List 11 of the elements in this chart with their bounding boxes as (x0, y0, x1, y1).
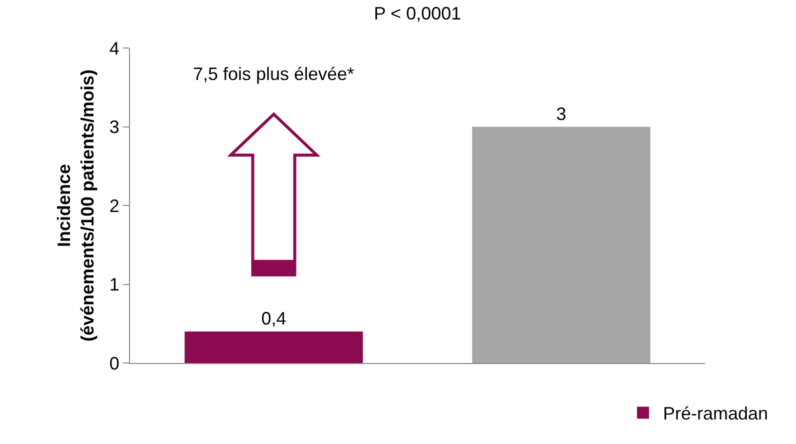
y-tick-label: 1 (109, 274, 120, 295)
data-label: 0,4 (261, 308, 286, 328)
y-tick-label: 3 (109, 117, 120, 138)
annotation: 7,5 fois plus élevée* (193, 64, 354, 84)
y-axis-title: Incidence (événements/100 patients/mois) (54, 69, 98, 342)
legend-label: Pré-ramadan (663, 404, 768, 424)
chart-title: P < 0,0001 (374, 3, 462, 24)
y-tick-label: 0 (109, 353, 120, 374)
y-tick-label: 4 (109, 38, 120, 58)
data-label: 3 (556, 104, 566, 124)
y-tick-label: 2 (109, 196, 120, 216)
